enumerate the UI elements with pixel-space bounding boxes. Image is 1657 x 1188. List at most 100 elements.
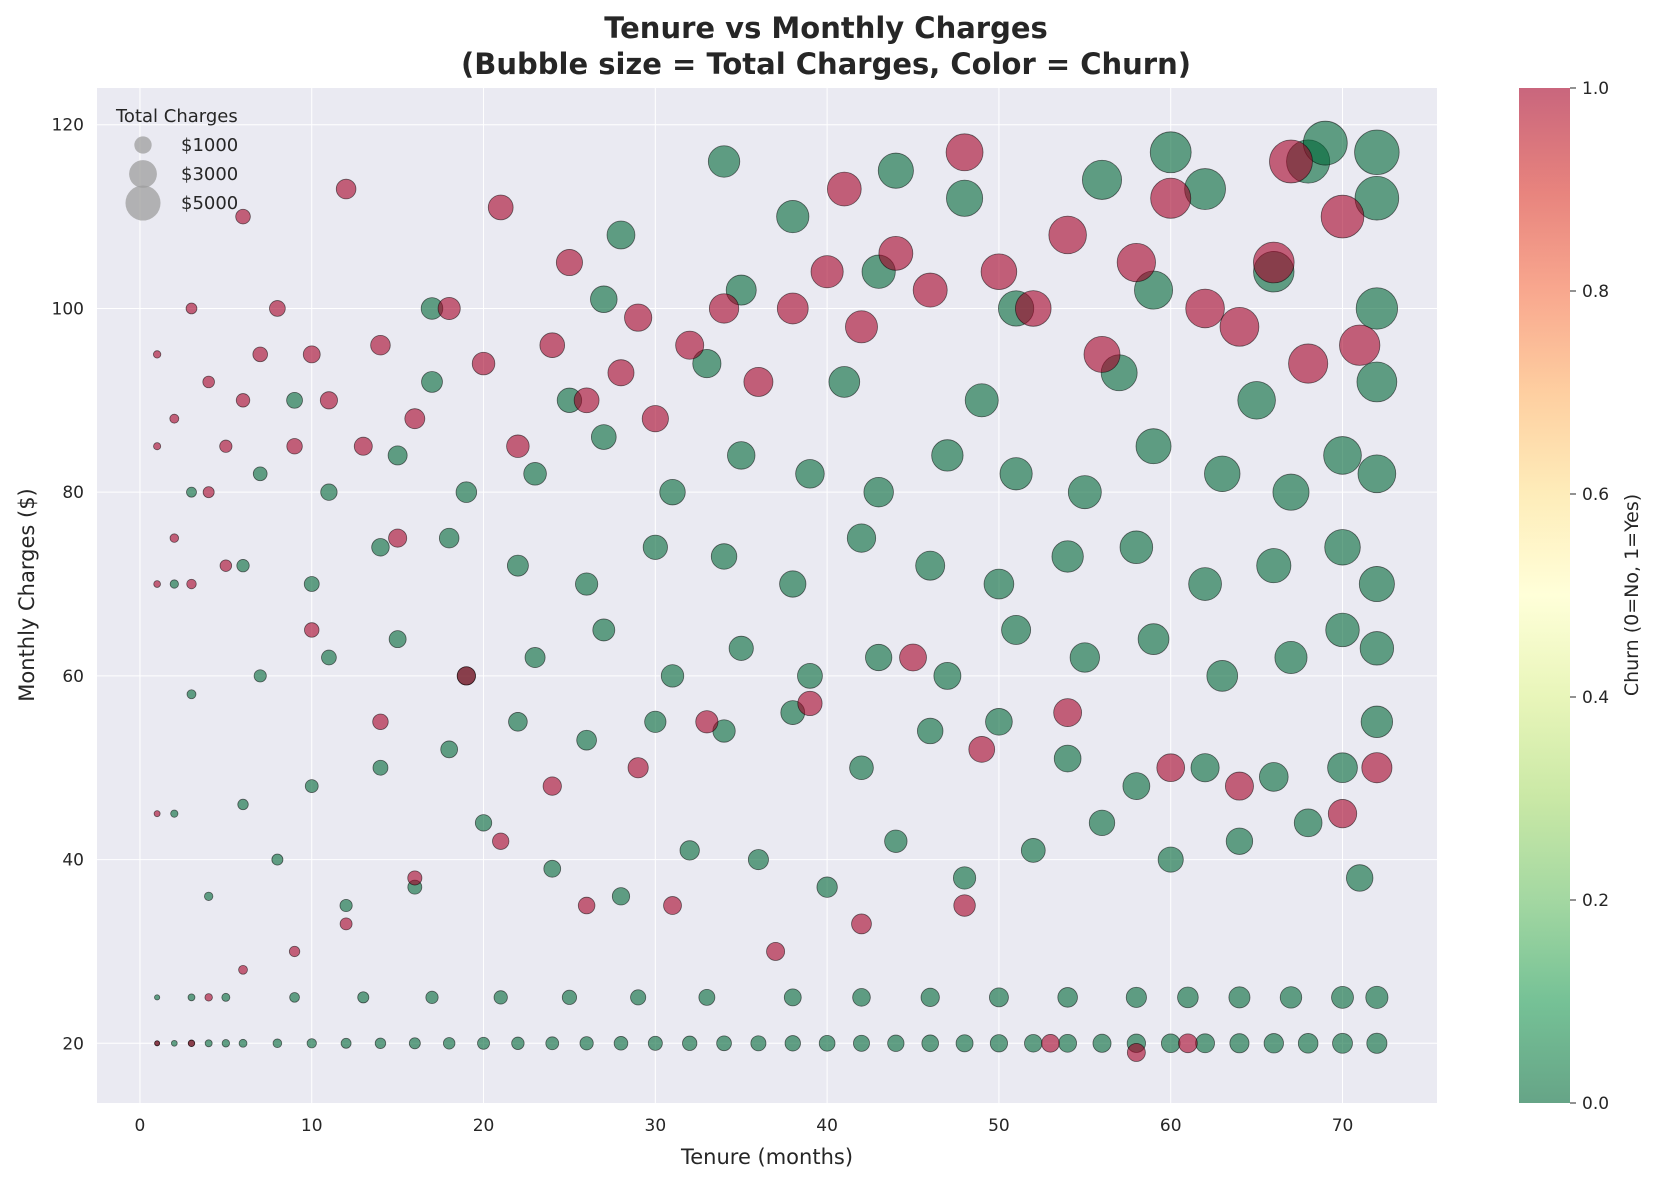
x-tick-label: 0 [135,1116,146,1136]
bubble-retained [1324,529,1361,566]
bubble-retained [590,424,617,450]
bubble-churned [945,133,984,172]
x-tick-label: 20 [473,1116,495,1136]
size-legend-label: $3000 [181,164,238,185]
bubble-retained [438,527,460,549]
bubble-retained [408,1037,421,1050]
bubble-retained [917,717,944,745]
bubble-retained [238,1038,248,1048]
bubble-retained [660,664,685,688]
y-tick-label: 80 [62,483,84,503]
bubble-churned [607,359,635,387]
bubble-retained [523,462,547,486]
bubble-churned [235,393,251,408]
bubble-retained [816,876,838,898]
bubble-churned [1269,139,1313,184]
bubble-retained [252,466,268,482]
bubble-churned [708,293,740,324]
bubble-retained [442,1037,456,1050]
y-tick-label: 100 [52,299,84,319]
bubble-retained [1057,987,1078,1008]
bubble-churned [204,993,213,1002]
bubble-retained [964,383,999,418]
bubble-churned [1150,177,1192,219]
bubble-retained [575,572,599,596]
bubble-churned [1053,698,1083,727]
bubble-retained [716,1035,732,1052]
bubble-churned [407,870,423,886]
bubble-retained [339,898,353,913]
bubble-retained [946,179,984,217]
bubble-retained [388,630,407,649]
bubble-retained [372,759,389,776]
bubble-retained [187,993,196,1002]
bubble-retained [357,991,370,1004]
bubble-churned [187,1039,196,1047]
bubble-retained [1160,1033,1181,1054]
bubble-retained [1125,986,1147,1008]
bubble-churned [1015,290,1052,327]
bubble-churned [492,832,510,850]
bubble-retained [863,476,894,508]
x-tick-label: 50 [988,1116,1010,1136]
bubble-churned [252,346,268,363]
bubble-retained [630,989,647,1006]
bubble-churned [1327,799,1358,829]
colorbar-tick-label: 0.8 [1582,282,1609,302]
bubble-retained [1051,540,1084,573]
bubble-retained [865,643,893,672]
bubble-retained [477,1036,490,1050]
bubble-retained [852,988,871,1007]
colorbar-ticks: 0.0 0.2 0.4 0.6 0.8 1.0 [1570,79,1609,1114]
bubble-retained [237,798,249,811]
bubble-retained [784,1035,801,1052]
bubble-retained [1204,455,1241,492]
bubble-retained [1274,640,1308,675]
bubble-retained [590,285,618,314]
bubble-churned [542,776,562,796]
bubble-retained [1206,660,1239,692]
bubble-churned [319,391,338,410]
bubble-retained [425,990,439,1004]
colorbar-tick-label: 0.4 [1582,688,1609,708]
bubble-retained [1157,846,1184,873]
bubble-churned [372,713,389,730]
bubble-churned [1126,1043,1146,1062]
bubble-retained [170,809,179,818]
bubble-retained [236,559,250,573]
bubble-churned [776,292,809,325]
colorbar-tick-label: 0.6 [1582,485,1609,505]
bubble-churned [506,434,530,458]
bubble-churned [186,578,197,590]
bubble-churned [219,439,233,453]
bubble-retained [1149,131,1192,174]
bubble-retained [750,1035,767,1052]
bubble-retained [682,1035,698,1051]
bubble-retained [679,840,700,861]
bubble-retained [387,445,408,466]
y-tick-labels: 20 40 60 80 100 120 [52,116,84,1055]
x-tick-label: 40 [816,1116,838,1136]
bubble-churned [695,710,719,734]
bubble-retained [1119,530,1154,565]
size-legend-label: $5000 [181,193,238,214]
colorbar-label: Churn (0=No, 1=Yes) [1621,494,1643,696]
x-tick-label: 60 [1160,1116,1182,1136]
size-legend-marker [125,185,161,221]
bubble-retained [1081,159,1123,200]
bubble-retained [1332,1032,1353,1054]
bubble-retained [1053,744,1082,773]
bubble-churned [370,334,391,356]
bubble-retained [983,568,1015,600]
bubble-retained [204,1039,213,1048]
bubble-churned [169,413,180,424]
bubble-retained [1302,120,1348,166]
bubble-retained [440,740,459,759]
bubble-churned [810,255,844,289]
bubble-retained [1177,986,1199,1009]
bubble-retained [286,391,303,409]
bubble-retained [186,486,197,498]
bubble-retained [1069,642,1100,673]
colorbar-tick-label: 0.2 [1582,891,1609,911]
bubble-churned [912,272,948,308]
